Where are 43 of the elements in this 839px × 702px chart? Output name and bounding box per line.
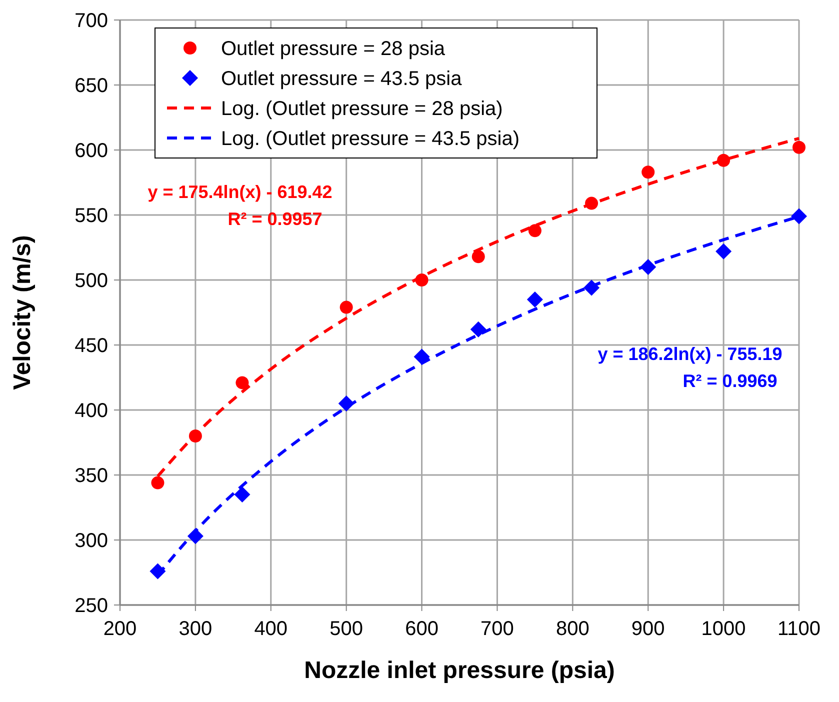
point [528,224,542,238]
point [791,208,807,224]
annotation: y = 175.4ln(x) - 619.42 [148,182,332,202]
legend-label: Log. (Outlet pressure = 28 psia) [221,98,503,120]
y-tick-label: 550 [74,205,108,227]
y-tick-label: 650 [74,75,108,97]
x-tick-label: 600 [405,618,438,640]
y-tick-label: 300 [74,530,108,552]
x-tick-label: 400 [254,618,288,640]
y-tick-label: 600 [74,140,108,162]
point [151,476,164,490]
y-axis-title: Velocity (m/s) [9,235,36,390]
legend-label: Outlet pressure = 43.5 psia [221,68,463,90]
x-tick-label: 1000 [701,618,746,640]
y-tick-label: 500 [74,270,108,292]
legend-label: Outlet pressure = 28 psia [221,38,446,60]
point [526,292,543,308]
x-tick-label: 800 [556,618,590,640]
point [340,300,353,314]
point [792,140,806,154]
y-tick-label: 400 [74,400,108,422]
point [472,250,485,264]
y-tick-label: 700 [74,10,108,32]
point [236,376,249,390]
point [234,486,250,502]
x-axis-title: Nozzle inlet pressure (psia) [304,657,615,684]
point [642,166,655,179]
y-tick-label: 350 [74,465,108,487]
x-tick-label: 700 [480,618,514,640]
annotation: R² = 0.9969 [682,371,778,391]
x-tick-label: 900 [631,618,665,640]
point [470,321,486,338]
point [414,348,430,365]
legend-label: Log. (Outlet pressure = 43.5 psia) [221,128,520,150]
point [716,243,732,260]
x-tick-label: 200 [103,618,137,640]
x-tick-label: 500 [330,618,364,640]
y-tick-label: 250 [74,595,108,617]
x-tick-label: 1100 [777,618,821,640]
annotation: y = 186.2ln(x) - 755.19 [598,344,782,364]
x-tick-label: 300 [178,618,212,640]
annotation: R² = 0.9957 [228,209,322,229]
y-tick-label: 450 [74,335,108,357]
